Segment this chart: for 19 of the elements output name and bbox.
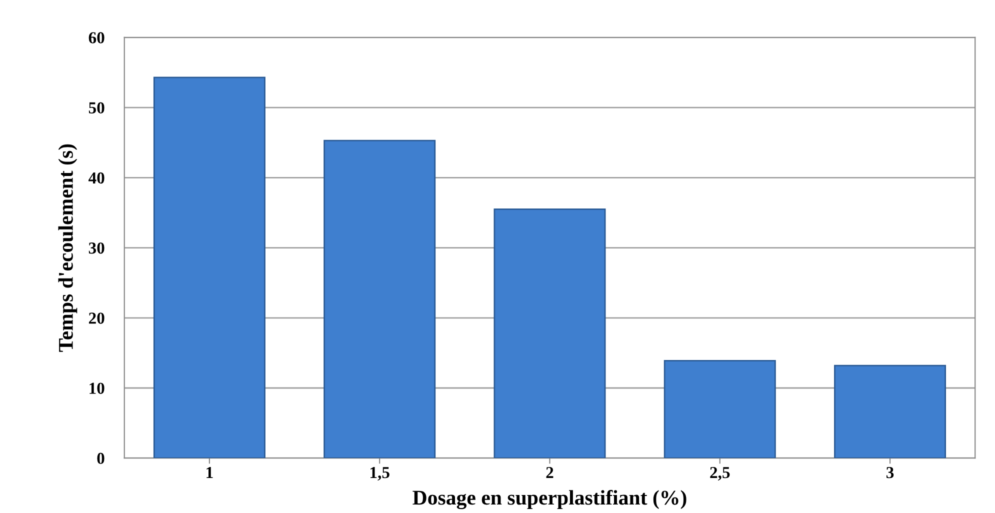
x-tick-label: 3 [886,466,894,478]
x-axis-title: Dosage en superplastifiant (%) [412,490,686,510]
x-tick-label: 2 [546,466,554,478]
x-tick-label: 1 [206,467,213,478]
y-axis-title: Temps d'ecoulement (s) [58,144,78,352]
x-tick-label: 1,5 [370,467,390,481]
y-tick-label: 60 [88,32,104,44]
bar [664,360,776,458]
bar [324,140,436,458]
y-tick-label: 20 [88,312,104,324]
bar [834,364,946,458]
x-tick-label: 2,5 [710,466,730,481]
bar [153,76,266,458]
y-tick-label: 40 [88,172,104,184]
y-tick-label: 30 [88,242,104,254]
y-tick-label: 50 [88,102,104,114]
y-tick-label: 0 [97,452,104,464]
y-tick-label: 10 [90,382,104,394]
bar [494,208,606,458]
